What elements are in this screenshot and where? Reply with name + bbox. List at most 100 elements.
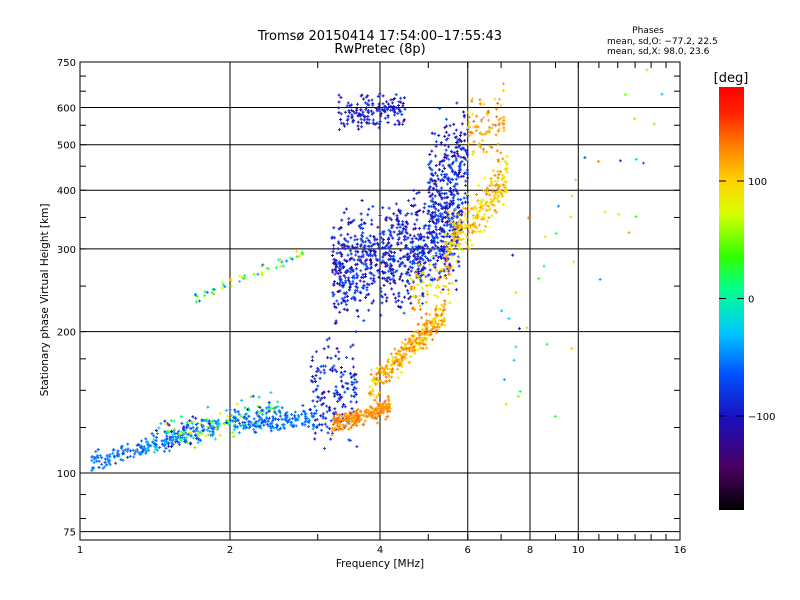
- data-point: [319, 370, 323, 374]
- data-point: [376, 411, 380, 415]
- data-point: [418, 257, 422, 261]
- data-point: [293, 410, 297, 414]
- data-point: [247, 426, 251, 430]
- data-point: [330, 429, 334, 433]
- data-point: [470, 112, 474, 116]
- data-point: [468, 134, 472, 138]
- data-point: [445, 259, 449, 263]
- data-point: [442, 308, 446, 312]
- data-point: [402, 227, 406, 231]
- data-point: [354, 372, 358, 376]
- data-point: [269, 429, 273, 433]
- data-point: [502, 126, 506, 130]
- data-point: [379, 365, 383, 369]
- data-point: [465, 224, 469, 228]
- data-point: [359, 223, 363, 227]
- data-point: [482, 102, 486, 106]
- data-point: [501, 183, 505, 187]
- data-point: [464, 149, 468, 153]
- data-point: [438, 232, 442, 236]
- data-point: [481, 207, 485, 211]
- data-point: [492, 203, 496, 207]
- data-point: [396, 119, 400, 123]
- data-point: [464, 241, 468, 245]
- data-point: [332, 414, 336, 418]
- data-point: [401, 104, 405, 108]
- data-point: [454, 242, 458, 246]
- data-point: [396, 259, 400, 263]
- data-point: [474, 124, 478, 128]
- data-point: [403, 356, 407, 360]
- data-point: [350, 108, 354, 112]
- data-point: [450, 191, 454, 195]
- data-point: [456, 235, 460, 239]
- data-point: [406, 211, 410, 215]
- data-point: [369, 393, 373, 397]
- data-point: [416, 348, 420, 352]
- data-point: [497, 199, 501, 203]
- data-point: [428, 268, 432, 272]
- data-point: [486, 190, 490, 194]
- data-point: [447, 214, 451, 218]
- data-point: [503, 175, 507, 179]
- data-point: [301, 403, 305, 407]
- data-point: [387, 399, 391, 403]
- data-point: [266, 267, 270, 271]
- data-point: [475, 114, 479, 118]
- data-point: [344, 280, 348, 284]
- data-point: [422, 335, 426, 339]
- data-point: [377, 379, 381, 383]
- data-point: [394, 355, 398, 359]
- data-point: [441, 164, 445, 168]
- data-point: [253, 421, 257, 425]
- data-point: [200, 418, 204, 422]
- data-point: [279, 260, 283, 264]
- data-point: [384, 250, 388, 254]
- data-point: [434, 312, 438, 316]
- data-point: [357, 419, 361, 423]
- data-point: [412, 188, 416, 192]
- data-point: [419, 346, 423, 350]
- data-point: [362, 114, 366, 118]
- data-point: [154, 442, 158, 446]
- data-point: [451, 268, 455, 272]
- data-point: [365, 293, 369, 297]
- data-point: [142, 445, 146, 449]
- data-point: [351, 281, 355, 285]
- data-point: [362, 262, 366, 266]
- data-point: [371, 121, 375, 125]
- data-point: [442, 223, 446, 227]
- data-point: [411, 306, 415, 310]
- data-point: [488, 201, 492, 205]
- data-point: [471, 216, 475, 220]
- data-point: [394, 296, 398, 300]
- data-point: [438, 247, 442, 251]
- data-point: [660, 92, 664, 96]
- data-point: [397, 229, 401, 233]
- data-point: [518, 389, 522, 393]
- data-point: [392, 254, 396, 258]
- data-point: [410, 212, 414, 216]
- data-point: [451, 168, 455, 172]
- data-point: [333, 407, 337, 411]
- data-point: [376, 225, 380, 229]
- data-point: [168, 438, 172, 442]
- data-point: [437, 285, 441, 289]
- data-point: [438, 255, 442, 259]
- data-point: [443, 201, 447, 205]
- data-point: [452, 252, 456, 256]
- data-point: [451, 211, 455, 215]
- data-point: [335, 270, 339, 274]
- data-point: [311, 399, 315, 403]
- data-point: [278, 265, 282, 269]
- data-point: [276, 400, 280, 404]
- data-point: [328, 408, 332, 412]
- data-point: [378, 402, 382, 406]
- data-point: [454, 128, 458, 132]
- data-point: [412, 234, 416, 238]
- data-point: [445, 241, 449, 245]
- data-point: [371, 118, 375, 122]
- data-point: [167, 423, 171, 427]
- data-point: [389, 218, 393, 222]
- data-point: [477, 223, 481, 227]
